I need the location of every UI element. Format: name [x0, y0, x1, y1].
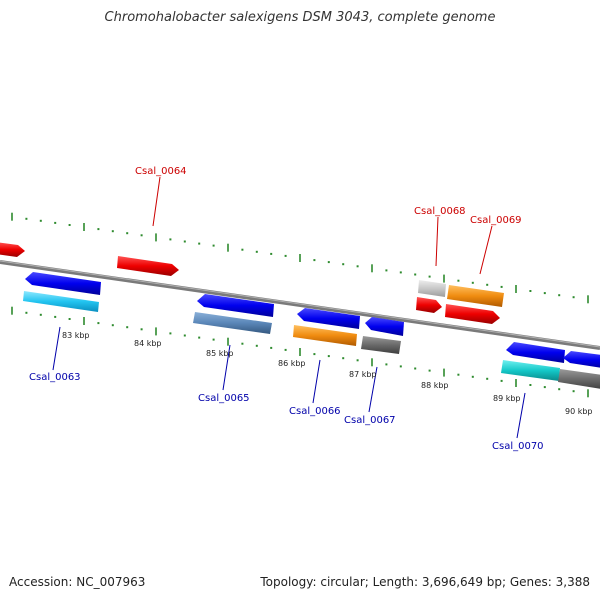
gene-bar-gray[interactable] [361, 336, 401, 354]
genome-backbone-highlight [0, 260, 600, 348]
gene-label-csal-0069[interactable]: Csal_0069 [470, 215, 522, 226]
forward-scale-ticks [11, 212, 589, 304]
connector-csal-0070 [516, 392, 526, 439]
scale-label: 86 kbp [278, 359, 306, 368]
scale-label: 83 kbp [62, 331, 90, 340]
gene-arrow-reverse[interactable] [365, 317, 404, 336]
reverse-strand-genes [23, 272, 600, 390]
gene-label-csal-0065[interactable]: Csal_0065 [198, 393, 250, 404]
connector-csal-0066 [312, 359, 321, 404]
gene-label-csal-0067[interactable]: Csal_0067 [344, 415, 396, 426]
gene-arrow-reverse[interactable] [563, 351, 600, 369]
scale-label: 85 kbp [206, 349, 234, 358]
gene-arrow-forward[interactable] [416, 297, 442, 313]
gene-arrow-forward[interactable] [117, 256, 179, 276]
gene-bar-gray[interactable] [558, 369, 600, 390]
gene-arrow-reverse[interactable] [297, 308, 360, 329]
gene-arrow-reverse[interactable] [506, 342, 565, 363]
gene-arrow-light[interactable] [418, 280, 446, 297]
gene-bar-teal[interactable] [501, 360, 560, 381]
reverse-scale-ticks [11, 306, 589, 398]
gene-label-csal-0063[interactable]: Csal_0063 [29, 372, 81, 383]
connector-csal-0063 [52, 326, 61, 371]
gene-labels: Csal_0063 Csal_0064 Csal_0065 Csal_0066 … [29, 166, 544, 452]
scale-label: 87 kbp [349, 370, 377, 379]
gene-arrow-reverse[interactable] [197, 294, 274, 317]
gene-bar-steel[interactable] [193, 312, 272, 334]
accession-text: Accession: NC_007963 [9, 575, 146, 589]
forward-strand-genes [0, 242, 504, 324]
gene-label-csal-0066[interactable]: Csal_0066 [289, 406, 341, 417]
genome-summary-text: Topology: circular; Length: 3,696,649 bp… [260, 575, 590, 589]
genome-backbone [0, 260, 600, 350]
gene-arrow-forward[interactable] [0, 242, 25, 257]
gene-arrow-forward[interactable] [445, 304, 500, 324]
connector-csal-0065 [222, 344, 231, 391]
gene-label-csal-0070[interactable]: Csal_0070 [492, 441, 544, 452]
gene-arrow-reverse[interactable] [25, 272, 101, 295]
scale-labels: 83 kbp 84 kbp 85 kbp 86 kbp 87 kbp 88 kb… [62, 331, 593, 416]
scale-label: 89 kbp [493, 394, 521, 403]
scale-label: 84 kbp [134, 339, 162, 348]
gene-label-csal-0068[interactable]: Csal_0068 [414, 206, 466, 217]
gene-label-csal-0064[interactable]: Csal_0064 [135, 166, 187, 177]
connector-csal-0064 [152, 176, 161, 227]
gene-arrow-orange[interactable] [447, 285, 504, 307]
connector-csal-0069 [479, 225, 493, 275]
scale-label: 88 kbp [421, 381, 449, 390]
gene-bar-orange[interactable] [293, 325, 357, 346]
gene-bar-cyan[interactable] [23, 291, 99, 312]
connector-csal-0067 [368, 366, 378, 413]
scale-label: 90 kbp [565, 407, 593, 416]
connector-csal-0068 [435, 216, 439, 267]
map-title: Chromohalobacter salexigens DSM 3043, co… [104, 10, 496, 25]
